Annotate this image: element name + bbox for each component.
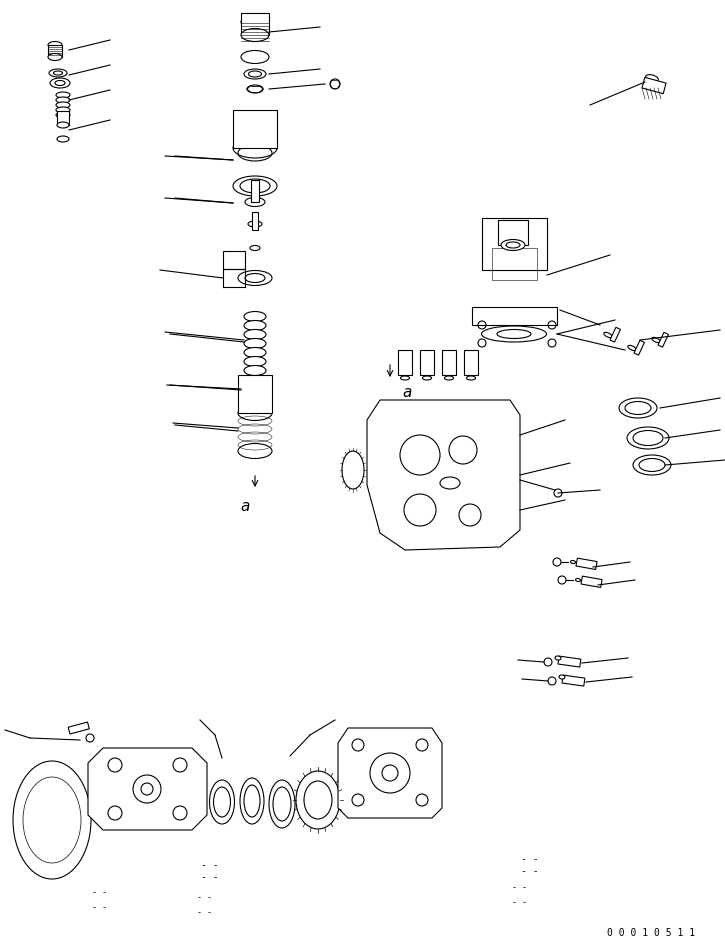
Ellipse shape — [49, 69, 67, 77]
Ellipse shape — [241, 15, 269, 28]
Bar — [576, 558, 597, 569]
Ellipse shape — [244, 339, 266, 348]
Bar — [642, 78, 666, 94]
Ellipse shape — [619, 398, 657, 418]
Text: - -: - - — [201, 860, 219, 870]
Ellipse shape — [628, 345, 636, 350]
Ellipse shape — [56, 92, 70, 98]
Text: - -: - - — [201, 872, 219, 882]
Ellipse shape — [238, 405, 272, 420]
Ellipse shape — [555, 656, 561, 660]
Ellipse shape — [238, 270, 272, 286]
Bar — [658, 332, 668, 347]
Ellipse shape — [78, 726, 83, 730]
Ellipse shape — [245, 197, 265, 207]
Ellipse shape — [576, 579, 581, 582]
Ellipse shape — [244, 357, 266, 366]
Bar — [233, 110, 277, 148]
Bar — [634, 341, 645, 355]
Ellipse shape — [244, 347, 266, 358]
Ellipse shape — [56, 97, 70, 103]
Ellipse shape — [248, 221, 262, 227]
Ellipse shape — [244, 365, 266, 376]
Bar — [238, 375, 272, 413]
Bar — [442, 350, 456, 375]
Bar — [251, 180, 259, 202]
Ellipse shape — [48, 42, 62, 48]
Bar — [498, 220, 528, 245]
Text: - -: - - — [197, 908, 212, 917]
Ellipse shape — [238, 443, 272, 458]
Ellipse shape — [247, 85, 263, 93]
Ellipse shape — [342, 451, 364, 489]
Ellipse shape — [50, 78, 70, 88]
Ellipse shape — [241, 50, 269, 64]
Ellipse shape — [57, 136, 69, 142]
Text: a: a — [402, 384, 412, 400]
Bar — [558, 656, 581, 667]
Ellipse shape — [244, 321, 266, 330]
Bar — [581, 576, 602, 587]
Ellipse shape — [241, 377, 269, 389]
Bar — [420, 350, 434, 375]
Bar — [57, 111, 69, 125]
Ellipse shape — [243, 392, 267, 402]
Ellipse shape — [330, 79, 340, 89]
Bar — [241, 13, 269, 35]
Ellipse shape — [627, 427, 669, 449]
Ellipse shape — [604, 332, 612, 338]
Ellipse shape — [244, 329, 266, 340]
Bar — [223, 251, 245, 269]
Ellipse shape — [244, 69, 266, 79]
Bar — [252, 212, 258, 230]
Bar — [464, 350, 478, 375]
Bar — [398, 350, 412, 375]
Bar — [482, 218, 547, 270]
Ellipse shape — [646, 75, 658, 82]
Ellipse shape — [250, 246, 260, 251]
Ellipse shape — [56, 107, 70, 113]
Ellipse shape — [269, 780, 295, 828]
Text: - -: - - — [197, 893, 212, 902]
Ellipse shape — [48, 53, 62, 61]
Ellipse shape — [400, 376, 410, 380]
Polygon shape — [88, 748, 207, 830]
Ellipse shape — [210, 780, 234, 824]
Ellipse shape — [56, 112, 70, 118]
Ellipse shape — [240, 778, 264, 824]
Bar — [562, 675, 585, 686]
Ellipse shape — [466, 376, 476, 380]
Text: a: a — [240, 498, 249, 513]
Bar — [472, 307, 557, 325]
Ellipse shape — [57, 122, 69, 128]
Ellipse shape — [244, 311, 266, 322]
Ellipse shape — [559, 675, 565, 679]
Ellipse shape — [296, 771, 340, 829]
Bar — [48, 45, 62, 57]
Text: 0 0 0 1 0 5 1 1: 0 0 0 1 0 5 1 1 — [607, 928, 695, 938]
Text: - -: - - — [93, 903, 107, 912]
Bar — [68, 722, 89, 734]
Ellipse shape — [633, 455, 671, 475]
Ellipse shape — [13, 761, 91, 879]
Ellipse shape — [233, 176, 277, 196]
Ellipse shape — [444, 376, 454, 380]
Polygon shape — [367, 400, 520, 550]
Ellipse shape — [652, 338, 660, 343]
Ellipse shape — [571, 561, 576, 564]
Ellipse shape — [241, 28, 269, 42]
Text: - -: - - — [513, 898, 528, 907]
Text: - -: - - — [521, 854, 539, 864]
Ellipse shape — [501, 239, 525, 251]
Ellipse shape — [423, 376, 431, 380]
Bar — [492, 248, 537, 280]
Text: - -: - - — [521, 866, 539, 876]
Text: - -: - - — [93, 888, 107, 897]
Bar — [610, 327, 621, 342]
Ellipse shape — [56, 102, 70, 108]
Ellipse shape — [233, 138, 277, 158]
Ellipse shape — [481, 326, 547, 342]
Text: - -: - - — [513, 883, 528, 892]
Polygon shape — [338, 728, 442, 818]
